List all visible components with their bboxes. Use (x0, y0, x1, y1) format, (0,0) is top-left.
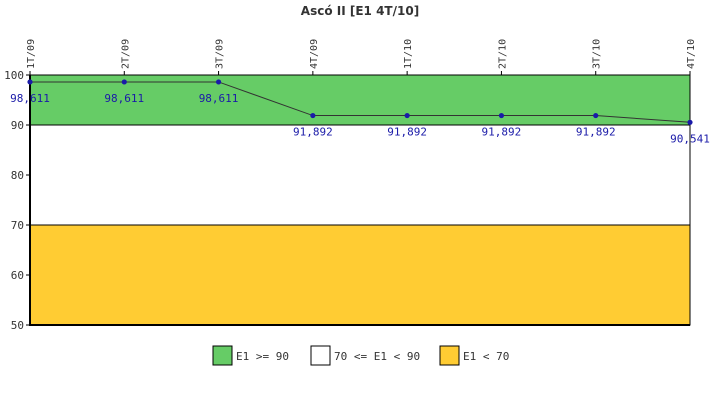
data-point (215, 79, 222, 85)
y-axis-ticks: 50 60 70 80 90 100 (4, 69, 30, 332)
data-point (498, 112, 505, 119)
legend-label: 70 <= E1 < 90 (334, 350, 420, 363)
data-label: 91,892 (293, 126, 333, 139)
x-tick-label: 3T/10 (592, 39, 603, 69)
data-point (310, 112, 316, 119)
data-label: 90,541 (670, 132, 710, 145)
data-label: 91,892 (482, 126, 522, 139)
x-tick-label: 2T/09 (120, 39, 131, 69)
legend-swatch (212, 345, 233, 366)
y-tick-label: 50 (11, 319, 24, 332)
x-tick-label: 1T/10 (403, 39, 414, 69)
legend-swatch (439, 345, 460, 366)
x-axis-ticks: 1T/09 2T/09 3T/09 4T/09 1T/10 2T/10 3T/10 4T/10 (26, 39, 697, 75)
chart-title: Ascó II [E1 4T/10] (301, 4, 419, 18)
y-tick-label: 80 (11, 169, 24, 182)
band-0 (29, 74, 691, 126)
data-label: 98,611 (104, 92, 144, 105)
data-label: 98,611 (10, 92, 50, 105)
x-tick-label: 2T/10 (497, 39, 508, 69)
data-point (593, 112, 599, 119)
data-point (687, 119, 693, 125)
band-1 (29, 124, 691, 226)
data-label: 98,611 (199, 92, 239, 105)
series-line (30, 81, 691, 123)
x-tick-label: 3T/09 (215, 39, 226, 69)
y-tick-label: 60 (11, 269, 24, 282)
band-2 (29, 224, 691, 326)
y-tick-label: 100 (4, 69, 24, 82)
axes (29, 75, 691, 326)
legend-swatch (310, 345, 331, 366)
series-layer: 98,611 98,611 98,611 91,892 91,892 91,892 91,8… (10, 79, 710, 145)
x-tick-label: 4T/10 (686, 39, 697, 69)
data-point (121, 79, 127, 85)
legend: E1 >= 90 70 <= E1 < 90 E1 < 70 (212, 345, 509, 366)
threshold-bands (29, 74, 691, 326)
data-point (27, 79, 33, 85)
x-tick-label: 4T/09 (309, 39, 320, 69)
legend-label: E1 < 70 (463, 350, 509, 363)
data-point (404, 112, 410, 119)
legend-label: E1 >= 90 (236, 350, 289, 363)
y-tick-label: 70 (11, 219, 24, 232)
y-tick-label: 90 (11, 119, 24, 132)
data-label: 91,892 (576, 126, 616, 139)
data-label: 91,892 (387, 126, 427, 139)
x-tick-label: 1T/09 (26, 39, 37, 69)
